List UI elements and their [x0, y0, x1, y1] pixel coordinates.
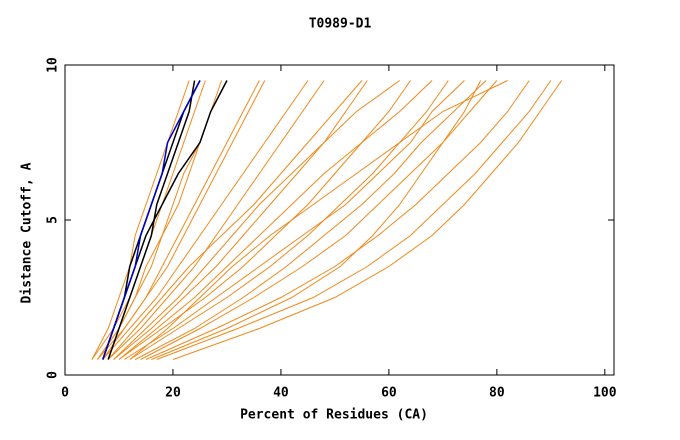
series-line: [102, 80, 309, 360]
y-tick-label: 0: [46, 371, 61, 379]
series-line: [134, 80, 487, 360]
plot-area: [91, 80, 563, 360]
series-line: [129, 80, 508, 360]
x-tick-label: 40: [273, 386, 289, 401]
series-line: [91, 80, 190, 360]
series-line: [151, 80, 482, 360]
series-line: [107, 80, 196, 360]
series-line: [113, 80, 368, 360]
series-line: [102, 80, 228, 360]
series-line: [91, 80, 206, 360]
y-tick-label: 10: [46, 57, 61, 73]
x-tick-label: 20: [165, 386, 181, 401]
x-tick-label: 0: [61, 386, 69, 401]
y-tick-label: 5: [46, 216, 61, 224]
chart-title: T0989-D1: [309, 17, 372, 32]
series-line: [172, 80, 563, 360]
x-tick-label: 100: [593, 386, 617, 401]
x-tick-label: 60: [381, 386, 397, 401]
series-line: [118, 80, 433, 360]
series-line: [140, 80, 498, 360]
y-axis-label: Distance Cutoff, A: [20, 162, 35, 303]
series-line: [107, 80, 325, 360]
series-line: [96, 80, 223, 360]
series-line: [107, 80, 363, 360]
x-axis-label: Percent of Residues (CA): [240, 408, 428, 423]
series-line: [156, 80, 552, 360]
x-tick-label: 80: [489, 386, 505, 401]
series-line: [102, 80, 201, 360]
series-line: [113, 80, 400, 360]
series-line: [145, 80, 530, 360]
plot-frame: [64, 64, 615, 376]
series-line: [102, 80, 260, 360]
